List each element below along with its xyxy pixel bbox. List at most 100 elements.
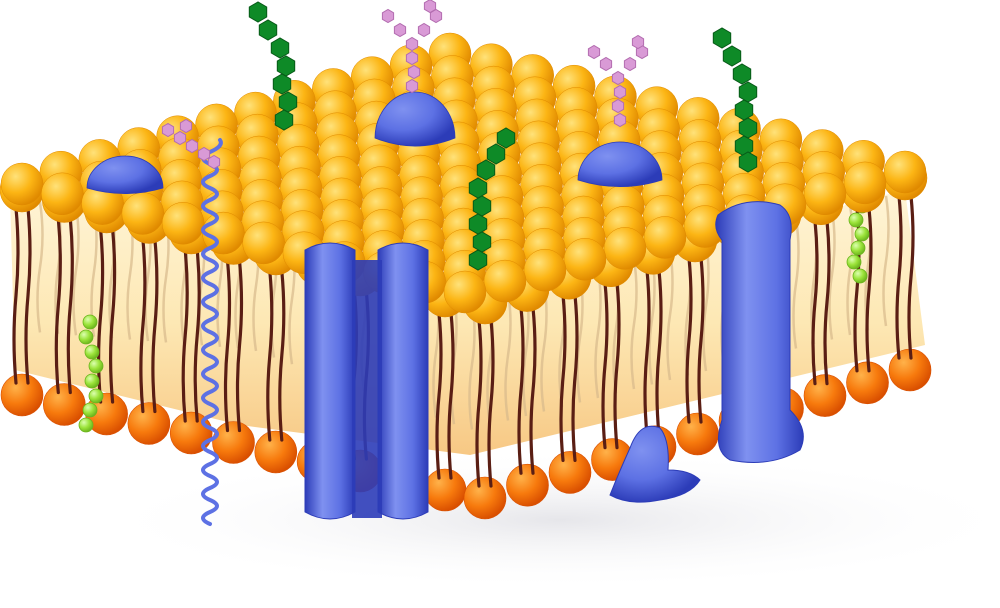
cholesterol-bead <box>84 344 100 360</box>
sugar-unit <box>417 22 431 38</box>
cholesterol-bead <box>82 402 98 418</box>
integral-protein-icon <box>715 201 804 463</box>
sugar-unit <box>407 64 421 80</box>
green-sugar-chain-icon <box>468 127 516 271</box>
cholesterol-bead <box>88 388 104 404</box>
floor-shadow <box>90 450 1000 590</box>
fatty-acid-tail <box>697 256 705 424</box>
sugar-unit <box>270 37 290 59</box>
fatty-acid-tails <box>12 194 915 488</box>
sugar-unit <box>274 109 294 131</box>
sugar-unit <box>278 91 298 113</box>
faint-tail <box>36 202 44 333</box>
bottom-head <box>254 430 298 474</box>
fatty-acid-tail <box>447 311 455 480</box>
fatty-acid-tail <box>655 268 663 437</box>
top-head-surface <box>121 192 165 235</box>
peripheral-protein-back <box>374 91 456 147</box>
cholesterol-icon <box>78 314 104 433</box>
fatty-acid-tail <box>823 219 831 386</box>
pink-branched-sugar-icon <box>161 118 221 170</box>
top-head-surface <box>883 150 927 194</box>
sugar-unit <box>738 81 758 103</box>
green-sugar-chain-icon <box>712 27 758 173</box>
sugar-unit <box>712 27 732 49</box>
sugar-unit <box>272 73 292 95</box>
sugar-unit <box>248 1 268 23</box>
fatty-acid-tail <box>66 216 74 395</box>
fatty-acid-tail <box>266 269 274 442</box>
top-head-surface <box>443 270 487 314</box>
top-head-surface <box>0 162 44 206</box>
bottom-head <box>548 451 592 494</box>
cholesterol-bead <box>846 254 862 270</box>
bottom-head <box>43 383 86 426</box>
sugar-unit <box>613 112 627 128</box>
sugar-unit <box>258 19 278 41</box>
cholesterol-bead <box>84 373 100 389</box>
faint-tail <box>72 205 80 336</box>
cholesterol-bead <box>78 417 94 433</box>
fatty-acid-tail <box>181 248 189 423</box>
sugar-unit <box>732 63 752 85</box>
channel-pillar-right <box>377 242 429 520</box>
faint-tail <box>630 258 638 390</box>
fatty-acid-tail <box>895 194 903 360</box>
top-head-surface <box>483 259 527 303</box>
helix-icon <box>201 138 223 526</box>
sugar-unit <box>207 154 221 170</box>
top-head-surface <box>0 32 927 314</box>
carbohydrate-chains <box>161 0 758 271</box>
peripheral-protein-left <box>86 155 164 194</box>
fatty-acid-tail <box>529 306 537 475</box>
sugar-unit <box>472 195 492 217</box>
channel-pore <box>352 260 382 518</box>
top-head-surface <box>523 248 567 292</box>
sugar-unit <box>486 143 506 165</box>
sugar-unit <box>468 249 488 271</box>
peripheral-protein-icon <box>374 91 456 147</box>
fatty-acid-tail <box>643 268 651 437</box>
bottom-head <box>506 463 549 507</box>
sugar-unit <box>734 99 754 121</box>
cholesterol-bead <box>848 212 864 228</box>
fatty-acid-tail <box>193 248 201 423</box>
sugar-unit <box>611 70 625 86</box>
top-head-surface <box>242 221 285 265</box>
faint-tail <box>504 290 512 421</box>
peripheral-protein-bottom <box>609 425 701 503</box>
bottom-head <box>463 476 507 520</box>
top-head-surface <box>41 172 84 216</box>
bottom-head <box>676 412 719 456</box>
sugar-unit <box>496 127 516 149</box>
fatty-acid-tail <box>223 258 232 433</box>
cholesterol-bead <box>88 358 104 374</box>
sugar-unit <box>405 50 419 66</box>
sugar-unit <box>276 55 296 77</box>
top-head-surface <box>843 161 887 205</box>
fatty-acid-tail <box>24 206 32 385</box>
bottom-head <box>212 421 255 464</box>
bottom-head <box>127 402 171 445</box>
fatty-acid-tail <box>601 281 609 450</box>
faint-tail <box>828 209 836 340</box>
fatty-acid-tail <box>435 311 443 480</box>
sugar-unit <box>738 117 758 139</box>
sugar-unit <box>468 213 488 235</box>
sugar-unit <box>738 151 758 173</box>
pink-branched-sugar-icon <box>381 0 443 94</box>
sugar-unit <box>185 138 199 154</box>
sugar-unit <box>423 0 437 14</box>
fatty-acid-tail <box>109 227 117 404</box>
cholesterol-bead <box>78 329 94 345</box>
sugar-unit <box>381 8 395 24</box>
sugar-unit <box>393 22 407 38</box>
fatty-acid-tail <box>907 194 915 360</box>
sugar-unit <box>405 78 419 94</box>
sugar-unit <box>468 177 488 199</box>
sugar-unit <box>611 98 625 114</box>
faint-tail <box>666 249 674 381</box>
sugar-unit <box>161 122 175 138</box>
sugar-unit <box>722 45 742 67</box>
bottom-head <box>423 468 467 512</box>
